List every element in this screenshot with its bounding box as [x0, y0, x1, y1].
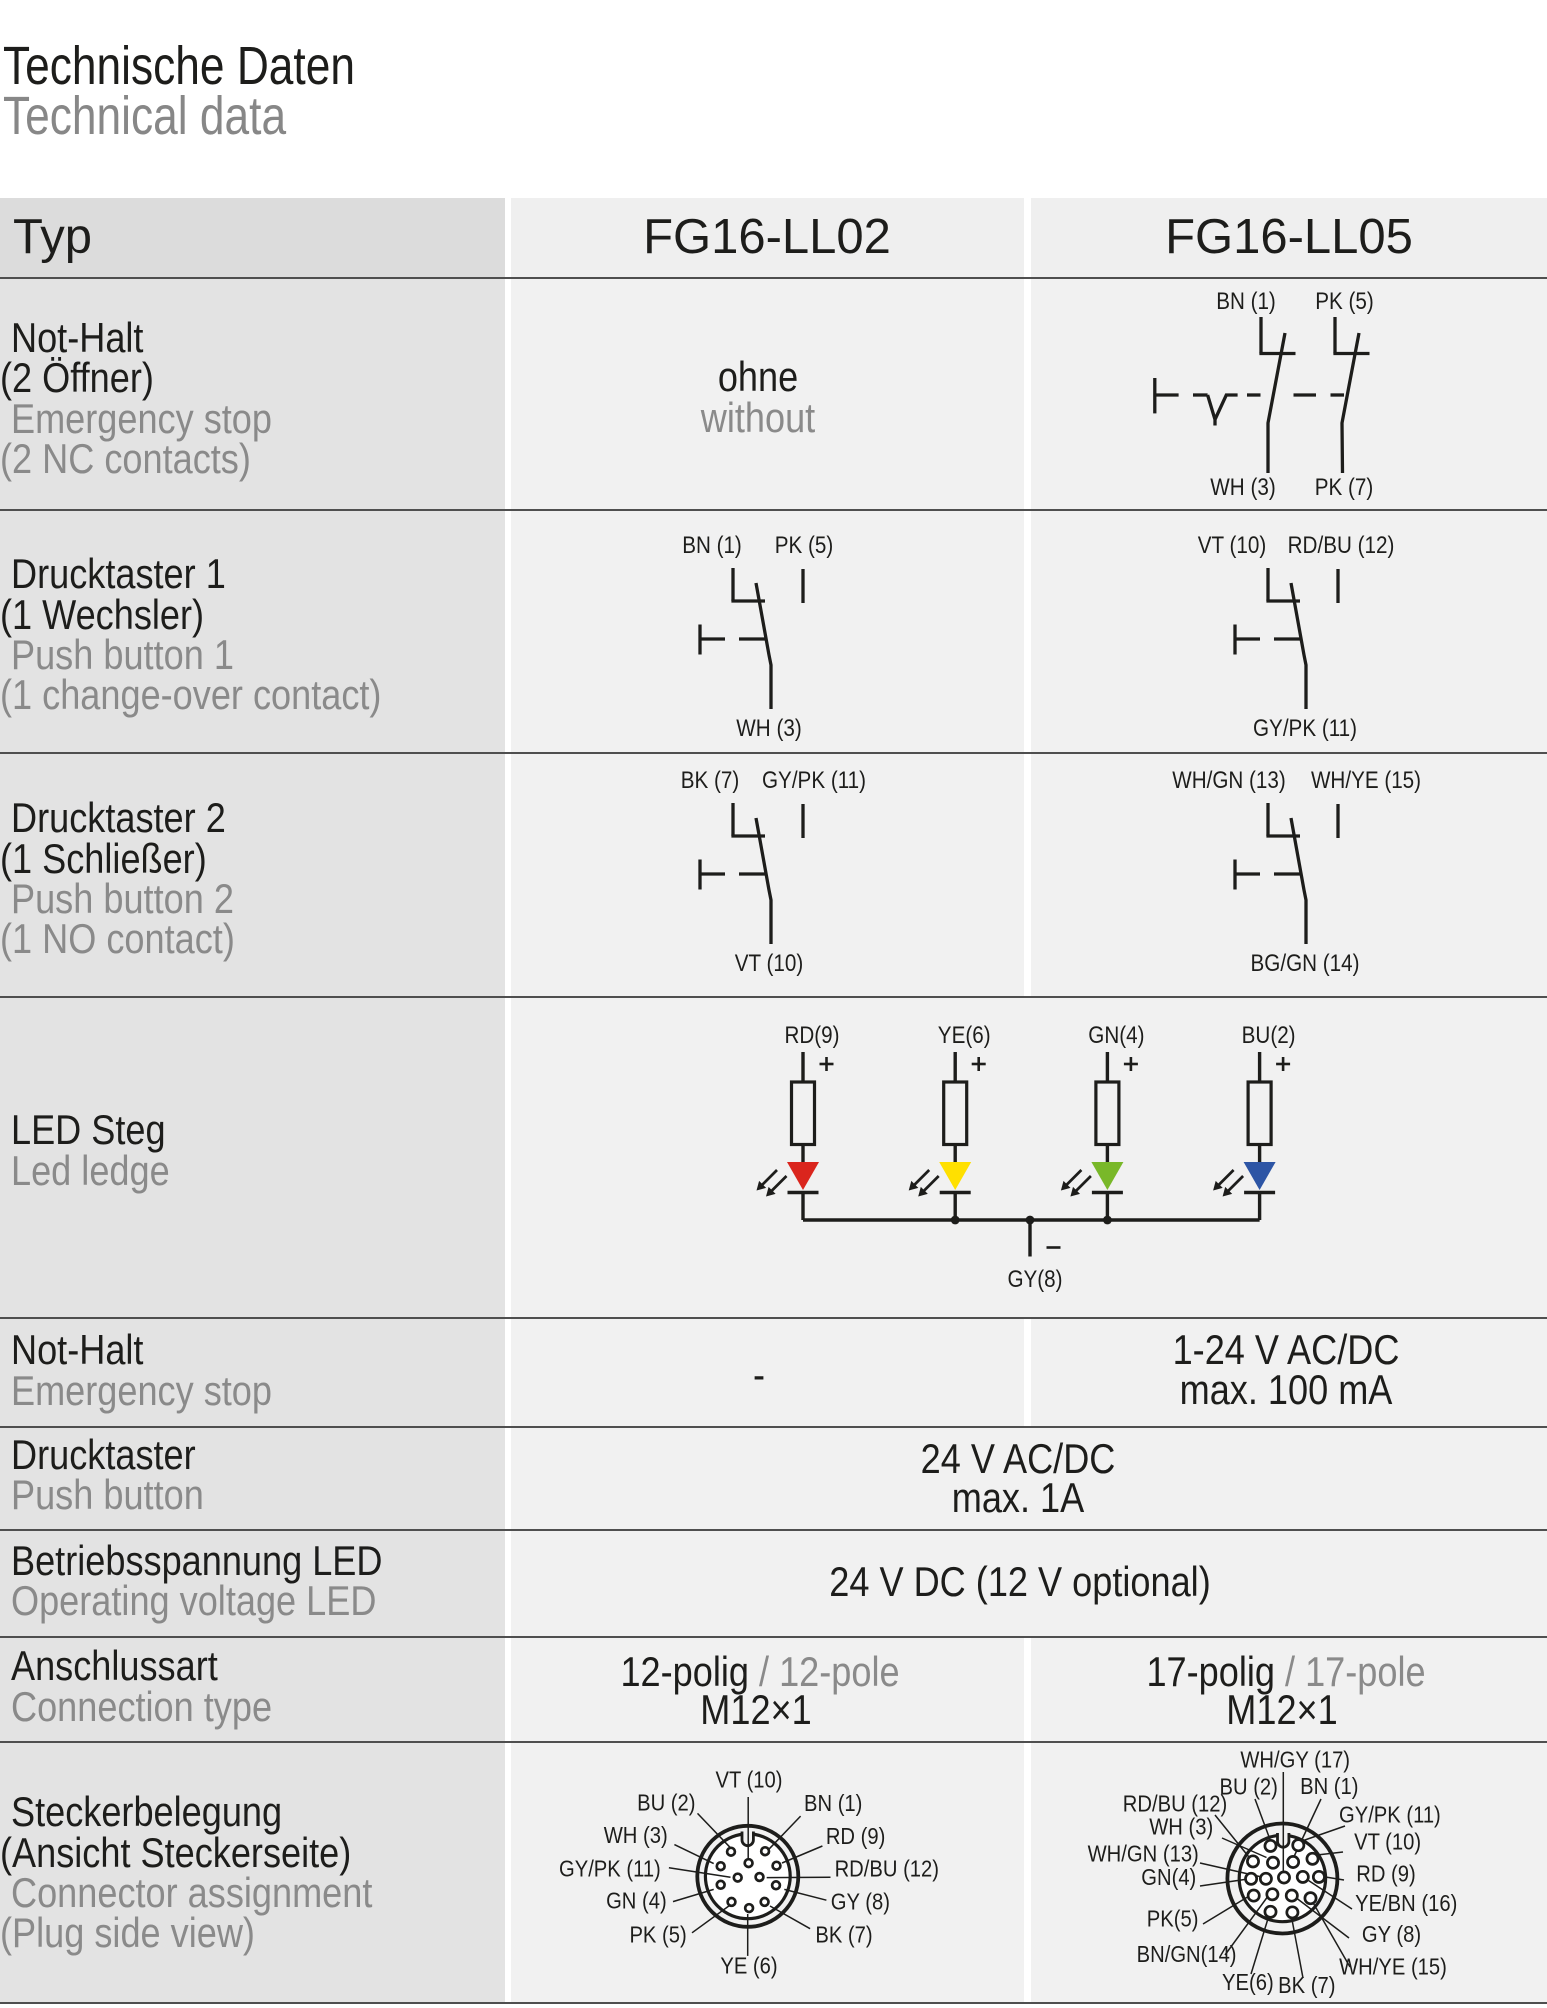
svg-text:GY/PK (11): GY/PK (11)	[559, 1855, 661, 1881]
svg-text:GY(8): GY(8)	[1007, 1266, 1062, 1293]
svg-text:BN (1): BN (1)	[804, 1790, 862, 1816]
svg-text:BK (7): BK (7)	[681, 767, 740, 794]
svg-text:BK (7): BK (7)	[1278, 1972, 1335, 1998]
svg-text:GN(4): GN(4)	[1141, 1864, 1196, 1890]
svg-text:BN (1): BN (1)	[1300, 1773, 1358, 1799]
svg-text:WH/YE (15): WH/YE (15)	[1339, 1954, 1447, 1980]
svg-text:RD (9): RD (9)	[1356, 1861, 1416, 1887]
svg-text:PK (7): PK (7)	[1315, 474, 1374, 501]
svg-text:WH/YE (15): WH/YE (15)	[1311, 767, 1421, 794]
svg-text:RD (9): RD (9)	[826, 1823, 886, 1849]
svg-text:PK(5): PK(5)	[1147, 1906, 1199, 1932]
svg-text:WH/GN (13): WH/GN (13)	[1088, 1840, 1199, 1866]
svg-text:VT (10): VT (10)	[1354, 1829, 1421, 1855]
svg-text:BG/GN (14): BG/GN (14)	[1251, 950, 1360, 977]
svg-text:WH/GN (13): WH/GN (13)	[1172, 767, 1286, 794]
svg-text:BU (2): BU (2)	[637, 1790, 695, 1816]
svg-text:RD/BU (12): RD/BU (12)	[835, 1855, 939, 1881]
svg-text:RD/BU (12): RD/BU (12)	[1288, 532, 1395, 559]
svg-text:PK (5): PK (5)	[775, 532, 834, 559]
svg-text:VT (10): VT (10)	[716, 1767, 783, 1793]
svg-text:RD(9): RD(9)	[785, 1022, 840, 1049]
svg-text:VT (10): VT (10)	[1198, 532, 1267, 559]
svg-text:GY/PK (11): GY/PK (11)	[762, 767, 866, 794]
svg-text:RD/BU (12): RD/BU (12)	[1123, 1791, 1227, 1817]
svg-text:PK (5): PK (5)	[629, 1921, 686, 1947]
svg-text:YE(6): YE(6)	[938, 1022, 991, 1049]
svg-text:VT (10): VT (10)	[735, 950, 804, 977]
svg-text:GY/PK (11): GY/PK (11)	[1253, 715, 1357, 742]
svg-text:BN (1): BN (1)	[682, 532, 742, 559]
svg-text:WH (3): WH (3)	[604, 1822, 668, 1848]
svg-text:GY/PK (11): GY/PK (11)	[1339, 1802, 1441, 1828]
svg-text:YE/BN (16): YE/BN (16)	[1355, 1890, 1457, 1916]
svg-text:BU(2): BU(2)	[1242, 1022, 1296, 1049]
svg-text:BK (7): BK (7)	[815, 1921, 872, 1947]
svg-text:BU (2): BU (2)	[1220, 1774, 1278, 1800]
svg-text:WH (3): WH (3)	[1210, 474, 1275, 501]
svg-text:WH/GY (17): WH/GY (17)	[1240, 1746, 1350, 1772]
svg-text:YE(6): YE(6)	[1222, 1969, 1274, 1995]
svg-text:WH (3): WH (3)	[1149, 1813, 1213, 1839]
svg-text:GN (4): GN (4)	[606, 1887, 667, 1913]
svg-text:BN/GN(14): BN/GN(14)	[1137, 1941, 1237, 1967]
svg-text:BN (1): BN (1)	[1216, 288, 1276, 315]
svg-text:GY (8): GY (8)	[1362, 1921, 1421, 1947]
svg-text:PK (5): PK (5)	[1315, 288, 1374, 315]
svg-text:GN(4): GN(4)	[1088, 1022, 1144, 1049]
svg-text:WH (3): WH (3)	[736, 715, 801, 742]
svg-text:GY (8): GY (8)	[831, 1889, 890, 1915]
svg-text:YE (6): YE (6)	[720, 1953, 777, 1979]
